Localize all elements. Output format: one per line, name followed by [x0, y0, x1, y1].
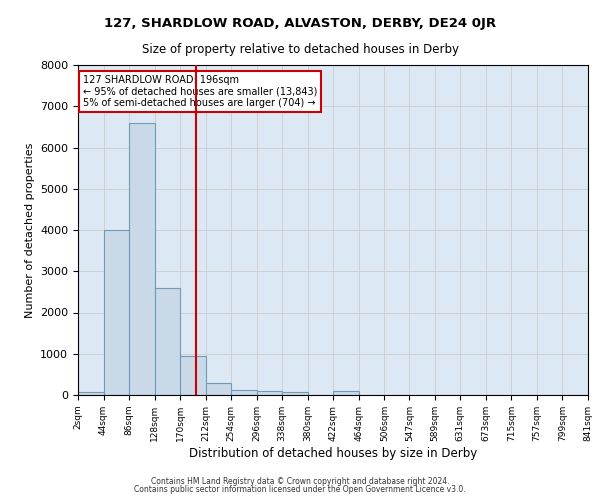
Bar	[180, 356, 206, 395]
Text: Contains public sector information licensed under the Open Government Licence v3: Contains public sector information licen…	[134, 485, 466, 494]
Bar	[78, 392, 104, 395]
Bar	[129, 122, 155, 395]
Y-axis label: Number of detached properties: Number of detached properties	[25, 142, 35, 318]
Text: 127, SHARDLOW ROAD, ALVASTON, DERBY, DE24 0JR: 127, SHARDLOW ROAD, ALVASTON, DERBY, DE2…	[104, 18, 496, 30]
Bar	[104, 230, 129, 395]
Bar	[231, 390, 257, 395]
Bar	[257, 392, 282, 395]
Bar	[155, 288, 180, 395]
Bar	[334, 392, 359, 395]
X-axis label: Distribution of detached houses by size in Derby: Distribution of detached houses by size …	[189, 446, 477, 460]
Bar	[282, 392, 308, 395]
Text: Contains HM Land Registry data © Crown copyright and database right 2024.: Contains HM Land Registry data © Crown c…	[151, 477, 449, 486]
Text: Size of property relative to detached houses in Derby: Size of property relative to detached ho…	[142, 42, 458, 56]
Bar	[206, 382, 231, 395]
Text: 127 SHARDLOW ROAD: 196sqm
← 95% of detached houses are smaller (13,843)
5% of se: 127 SHARDLOW ROAD: 196sqm ← 95% of detac…	[83, 75, 317, 108]
